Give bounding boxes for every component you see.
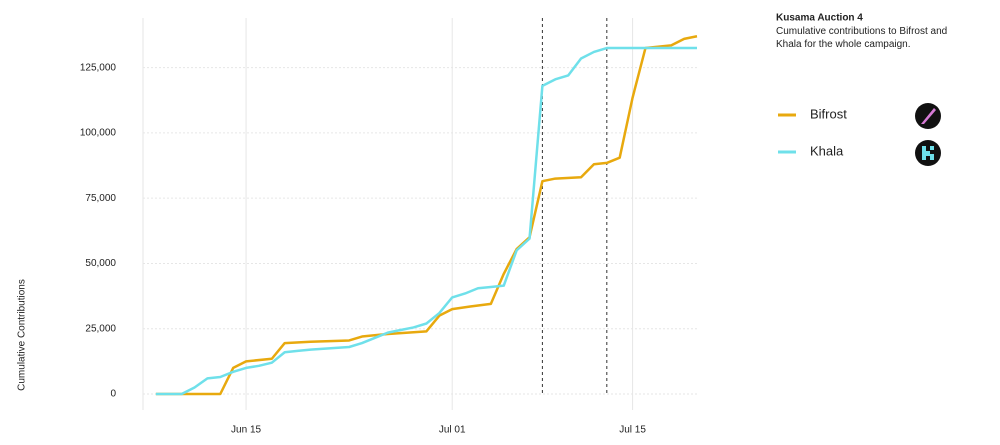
- x-tick-label: Jun 15: [231, 425, 261, 436]
- series-line: [155, 46, 697, 396]
- subtitle-box: Cumulative contributions to Bifrost and …: [776, 26, 948, 50]
- khala-glyph: [922, 146, 934, 160]
- y-tick-label: 125,000: [80, 62, 117, 73]
- y-tick-label: 25,000: [85, 323, 116, 334]
- chart-title: Kusama Auction 4: [776, 13, 863, 24]
- x-tick-label: Jul 01: [439, 425, 466, 436]
- y-tick-label: 0: [110, 389, 116, 400]
- chart-subtitle: Cumulative contributions to Bifrost and …: [776, 26, 948, 50]
- x-tick-label: Jul 15: [619, 425, 646, 436]
- legend-label: Khala: [810, 143, 844, 158]
- y-axis-label: Cumulative Contributions: [17, 279, 28, 391]
- y-tick-label: 50,000: [85, 258, 116, 269]
- y-tick-label: 75,000: [85, 193, 116, 204]
- series-line: [155, 35, 698, 396]
- legend-label: Bifrost: [810, 106, 847, 121]
- y-tick-label: 100,000: [80, 128, 117, 139]
- bifrost-glyph: [921, 108, 936, 124]
